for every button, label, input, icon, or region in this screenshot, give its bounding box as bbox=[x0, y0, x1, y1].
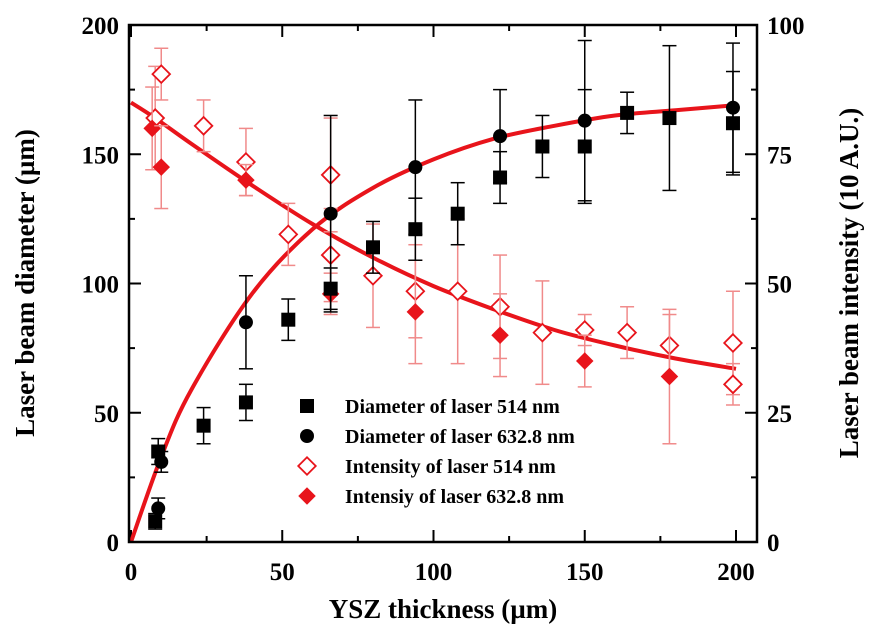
fit-curves-layer bbox=[129, 100, 737, 543]
x-axis-title: YSZ thickness (µm) bbox=[329, 594, 558, 624]
data-point-circle bbox=[151, 501, 166, 516]
data-point-square bbox=[450, 206, 465, 221]
legend-label: Diameter of laser 632.8 nm bbox=[345, 426, 575, 448]
data-point-diamond-open bbox=[278, 224, 299, 245]
y-tick-label: 200 bbox=[82, 13, 120, 40]
data-point-square bbox=[196, 418, 211, 433]
plot-frame bbox=[127, 23, 759, 544]
data-point-diamond-open bbox=[193, 115, 214, 136]
x-tick-label: 0 bbox=[125, 559, 138, 586]
data-point-square bbox=[620, 105, 635, 120]
data-point-circle bbox=[577, 113, 592, 128]
y2-tick-label: 50 bbox=[767, 272, 792, 299]
fit-curve-line bbox=[129, 100, 737, 371]
data-point-diamond-open bbox=[617, 322, 638, 343]
data-point-diamond bbox=[576, 352, 594, 370]
data-point-square bbox=[238, 395, 253, 410]
data-point-diamond bbox=[406, 303, 425, 321]
y-tick-label: 0 bbox=[107, 530, 120, 557]
data-point-diamond bbox=[660, 367, 679, 386]
data-point-diamond bbox=[491, 326, 509, 344]
data-point-circle bbox=[323, 206, 338, 221]
x-tick-label: 200 bbox=[717, 559, 755, 586]
legend-label: Intensiy of laser 632.8 nm bbox=[345, 486, 564, 508]
data-point-square bbox=[535, 139, 550, 154]
y-tick-label: 50 bbox=[94, 401, 119, 428]
data-point-diamond bbox=[237, 171, 255, 189]
fit-curve-line bbox=[129, 103, 737, 543]
data-point-diamond-open bbox=[722, 374, 743, 395]
y2-tick-label: 75 bbox=[767, 142, 792, 169]
data-point-square bbox=[662, 111, 677, 126]
legend-marker-diamond bbox=[298, 487, 316, 505]
legend-marker-square bbox=[300, 399, 314, 413]
legend-label: Diameter of laser 514 nm bbox=[345, 396, 560, 418]
legend-label: Intensity of laser 514 nm bbox=[345, 456, 556, 478]
legend-marker-diamond-open bbox=[296, 455, 318, 477]
data-point-diamond-open bbox=[722, 332, 743, 353]
y2-tick-label: 100 bbox=[767, 13, 805, 40]
data-point-diamond-open bbox=[532, 322, 553, 343]
data-point-diamond-open bbox=[447, 281, 468, 302]
y-axis-title: Laser beam diameter (µm) bbox=[10, 129, 40, 437]
y2-tick-label: 0 bbox=[767, 530, 780, 557]
data-point-diamond bbox=[152, 158, 170, 176]
ticks-layer: 0 50 100 150 200 0 50 100 150 200 0 25 50 75 100 bbox=[82, 13, 805, 586]
data-point-circle bbox=[408, 160, 423, 175]
y2-axis-title: Laser beam intensity (10 A.U.) bbox=[834, 108, 864, 459]
legend-marker-circle bbox=[300, 429, 314, 443]
x-tick-label: 100 bbox=[415, 559, 453, 586]
data-point-circle bbox=[493, 129, 508, 144]
x-tick-label: 50 bbox=[270, 559, 295, 586]
x-tick-label: 150 bbox=[566, 559, 604, 586]
data-point-circle bbox=[725, 100, 740, 115]
y-tick-label: 150 bbox=[82, 142, 120, 169]
data-point-square bbox=[281, 312, 296, 327]
legend: Diameter of laser 514 nm Diameter of lase… bbox=[296, 396, 575, 508]
data-marks-layer bbox=[143, 39, 743, 530]
data-point-square bbox=[148, 514, 163, 529]
y-tick-label: 100 bbox=[82, 272, 120, 299]
y2-tick-label: 25 bbox=[767, 401, 792, 428]
data-point-circle bbox=[154, 454, 169, 469]
data-point-diamond-open bbox=[151, 64, 172, 85]
data-point-square bbox=[366, 240, 380, 255]
data-point-circle bbox=[238, 315, 253, 330]
data-point-diamond bbox=[143, 119, 161, 138]
